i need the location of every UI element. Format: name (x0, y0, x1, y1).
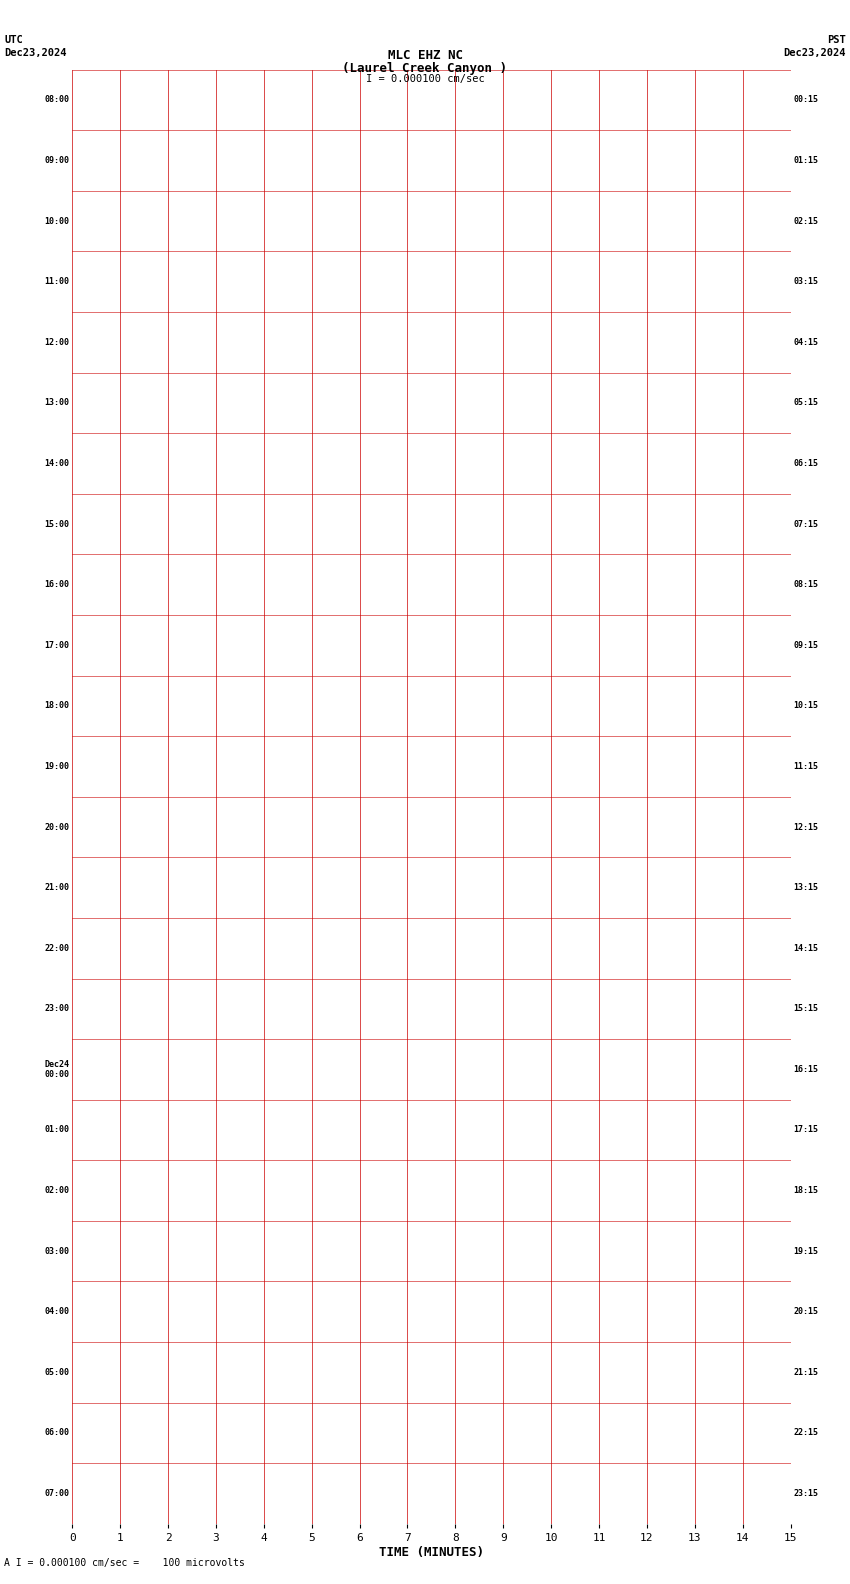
Text: (Laurel Creek Canyon ): (Laurel Creek Canyon ) (343, 62, 507, 74)
X-axis label: TIME (MINUTES): TIME (MINUTES) (379, 1546, 484, 1559)
Text: PST: PST (827, 35, 846, 44)
Text: I = 0.000100 cm/sec: I = 0.000100 cm/sec (366, 74, 484, 84)
Text: Dec23,2024: Dec23,2024 (4, 48, 67, 57)
Text: UTC: UTC (4, 35, 23, 44)
Text: MLC EHZ NC: MLC EHZ NC (388, 49, 462, 62)
Text: Dec23,2024: Dec23,2024 (783, 48, 846, 57)
Text: A I = 0.000100 cm/sec =    100 microvolts: A I = 0.000100 cm/sec = 100 microvolts (4, 1559, 245, 1568)
